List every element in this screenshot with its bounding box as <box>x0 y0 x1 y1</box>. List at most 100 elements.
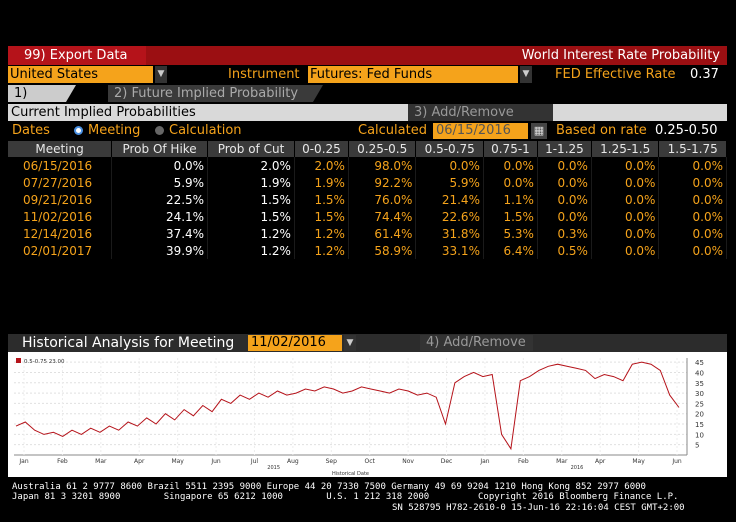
table-cell: 21.4% <box>415 191 484 208</box>
meeting-date-cell[interactable]: 09/21/2016 <box>8 191 113 208</box>
calendar-icon[interactable]: ▦ <box>531 123 547 139</box>
historical-meeting-select[interactable]: 11/02/2016 <box>248 335 342 351</box>
meeting-date-cell[interactable]: 06/15/2016 <box>8 157 113 174</box>
meeting-date-cell[interactable]: 07/27/2016 <box>8 174 113 191</box>
calculated-date-field[interactable]: 06/15/2016 <box>433 123 528 139</box>
x-axis-title: Historical Date <box>332 471 369 477</box>
instrument-select[interactable]: Futures: Fed Funds <box>308 66 518 83</box>
x-tick-label: May <box>632 458 645 465</box>
x-tick-label: Jan <box>479 458 489 465</box>
year-label: 2015 <box>267 465 280 471</box>
column-header[interactable]: 1.25-1.5 <box>591 141 660 157</box>
table-cell: 98.0% <box>348 157 417 174</box>
table-cell: 0.0% <box>658 157 727 174</box>
country-dropdown-icon[interactable]: ▼ <box>155 66 167 83</box>
x-tick-label: Apr <box>134 458 145 465</box>
table-row[interactable]: 06/15/2016 0.0% 2.0% 2.0% 98.0% 0.0% 0.0… <box>8 157 727 174</box>
x-tick-label: Feb <box>57 458 68 465</box>
table-row[interactable]: 09/21/2016 22.5% 1.5% 1.5% 76.0% 21.4% 1… <box>8 191 727 208</box>
table-cell: 5.3% <box>483 225 538 242</box>
probabilities-table: Meeting Prob Of Hike Prob of Cut 0-0.25 … <box>8 141 727 259</box>
tab-overview[interactable]: 1) Overview <box>8 85 75 118</box>
meeting-radio[interactable] <box>74 126 83 135</box>
historical-chart: 5 10 15 20 25 30 35 40 45 Jan Feb Mar Apr May Jun Jul Au… <box>8 352 727 477</box>
table-cell: 0.0% <box>658 191 727 208</box>
table-cell: 6.4% <box>483 242 538 259</box>
table-cell: 0.0% <box>537 157 592 174</box>
footer-contacts-line-2: Japan 81 3 3201 8900 Singapore 65 6212 1… <box>12 492 679 502</box>
table-cell: 0.5% <box>537 242 592 259</box>
column-header[interactable]: 0.75-1 <box>483 141 538 157</box>
column-header[interactable]: 1.5-1.75 <box>658 141 727 157</box>
column-header[interactable]: Meeting <box>8 141 113 157</box>
table-cell: 0.0% <box>591 208 660 225</box>
table-cell: 0.0% <box>537 174 592 191</box>
country-select[interactable]: United States <box>8 66 153 83</box>
y-tick-label: 35 <box>695 380 704 388</box>
year-label: 2016 <box>571 465 584 471</box>
table-cell: 1.5% <box>294 208 349 225</box>
x-tick-label: Jun <box>671 458 682 465</box>
table-cell: 0.0% <box>483 174 538 191</box>
table-cell: 1.1% <box>483 191 538 208</box>
calculation-radio-label[interactable]: Calculation <box>169 123 242 138</box>
table-cell: 22.6% <box>415 208 484 225</box>
y-tick-label: 40 <box>695 369 704 377</box>
table-row[interactable]: 02/01/2017 39.9% 1.2% 1.2% 58.9% 33.1% 6… <box>8 242 727 259</box>
x-tick-label: Feb <box>518 458 529 465</box>
historical-meeting-dropdown-icon[interactable]: ▼ <box>344 335 356 351</box>
table-cell: 0.0% <box>658 174 727 191</box>
x-tick-label: Sep <box>326 458 338 465</box>
calculation-radio[interactable] <box>155 126 164 135</box>
meeting-date-cell[interactable]: 12/14/2016 <box>8 225 113 242</box>
fed-rate-label: FED Effective Rate <box>555 67 676 82</box>
table-cell: 1.2% <box>207 225 295 242</box>
x-tick-label: Jun <box>210 458 221 465</box>
section-header: Current Implied Probabilities <box>8 104 727 121</box>
instrument-dropdown-icon[interactable]: ▼ <box>520 66 532 83</box>
x-tick-label: Apr <box>595 458 606 465</box>
meeting-date-cell[interactable]: 02/01/2017 <box>8 242 113 259</box>
table-cell: 0.0% <box>591 157 660 174</box>
historical-add-remove-button[interactable]: 4) Add/Remove <box>420 335 533 351</box>
column-header[interactable]: 0.5-0.75 <box>415 141 484 157</box>
table-header-row: Meeting Prob Of Hike Prob of Cut 0-0.25 … <box>8 141 727 157</box>
page-title: World Interest Rate Probability <box>521 48 720 63</box>
table-row[interactable]: 11/02/2016 24.1% 1.5% 1.5% 74.4% 22.6% 1… <box>8 208 727 225</box>
meeting-date-cell[interactable]: 11/02/2016 <box>8 208 113 225</box>
x-tick-label: Aug <box>287 458 299 465</box>
table-cell: 5.9% <box>415 174 484 191</box>
column-header[interactable]: Prob Of Hike <box>111 141 209 157</box>
table-cell: 1.5% <box>207 208 295 225</box>
x-tick-label: May <box>171 458 184 465</box>
add-remove-button[interactable]: 3) Add/Remove <box>408 104 553 121</box>
meeting-radio-label[interactable]: Meeting <box>88 123 141 138</box>
table-row[interactable]: 12/14/2016 37.4% 1.2% 1.2% 61.4% 31.8% 5… <box>8 225 727 242</box>
tab-overview-edge <box>66 85 76 102</box>
table-cell: 1.5% <box>483 208 538 225</box>
column-header[interactable]: 0.25-0.5 <box>348 141 417 157</box>
export-data-button[interactable]: 99) Export Data <box>8 46 146 65</box>
table-cell: 1.5% <box>294 191 349 208</box>
legend-swatch <box>16 358 21 363</box>
table-cell: 0.0% <box>658 242 727 259</box>
column-header[interactable]: Prob of Cut <box>207 141 295 157</box>
y-tick-label: 45 <box>695 359 704 367</box>
x-tick-label: Oct <box>365 458 376 465</box>
footer-session-info: SN 528795 H782-2610-0 15-Jun-16 22:16:04… <box>392 503 685 513</box>
table-cell: 0.0% <box>591 191 660 208</box>
table-cell: 5.9% <box>111 174 209 191</box>
y-tick-label: 25 <box>695 400 704 408</box>
table-cell: 22.5% <box>111 191 209 208</box>
tab-future-implied-probability[interactable]: 2) Future Implied Probability <box>108 85 313 102</box>
table-cell: 0.0% <box>415 157 484 174</box>
table-cell: 33.1% <box>415 242 484 259</box>
historical-analysis-bar: Historical Analysis for Meeting <box>8 334 727 352</box>
table-cell: 0.3% <box>537 225 592 242</box>
column-header[interactable]: 1-1.25 <box>537 141 592 157</box>
table-row[interactable]: 07/27/2016 5.9% 1.9% 1.9% 92.2% 5.9% 0.0… <box>8 174 727 191</box>
footer-contacts-line-1: Australia 61 2 9777 8600 Brazil 5511 239… <box>12 482 646 492</box>
column-header[interactable]: 0-0.25 <box>294 141 349 157</box>
calculated-label: Calculated <box>358 123 427 138</box>
series-line <box>15 361 680 451</box>
